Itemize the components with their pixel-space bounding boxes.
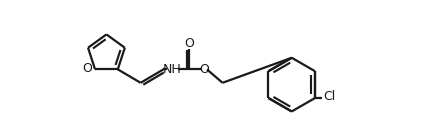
Text: O: O — [82, 62, 93, 75]
Text: O: O — [184, 37, 194, 50]
Text: Cl: Cl — [323, 90, 336, 103]
Text: O: O — [199, 63, 209, 76]
Text: NH: NH — [163, 63, 181, 76]
